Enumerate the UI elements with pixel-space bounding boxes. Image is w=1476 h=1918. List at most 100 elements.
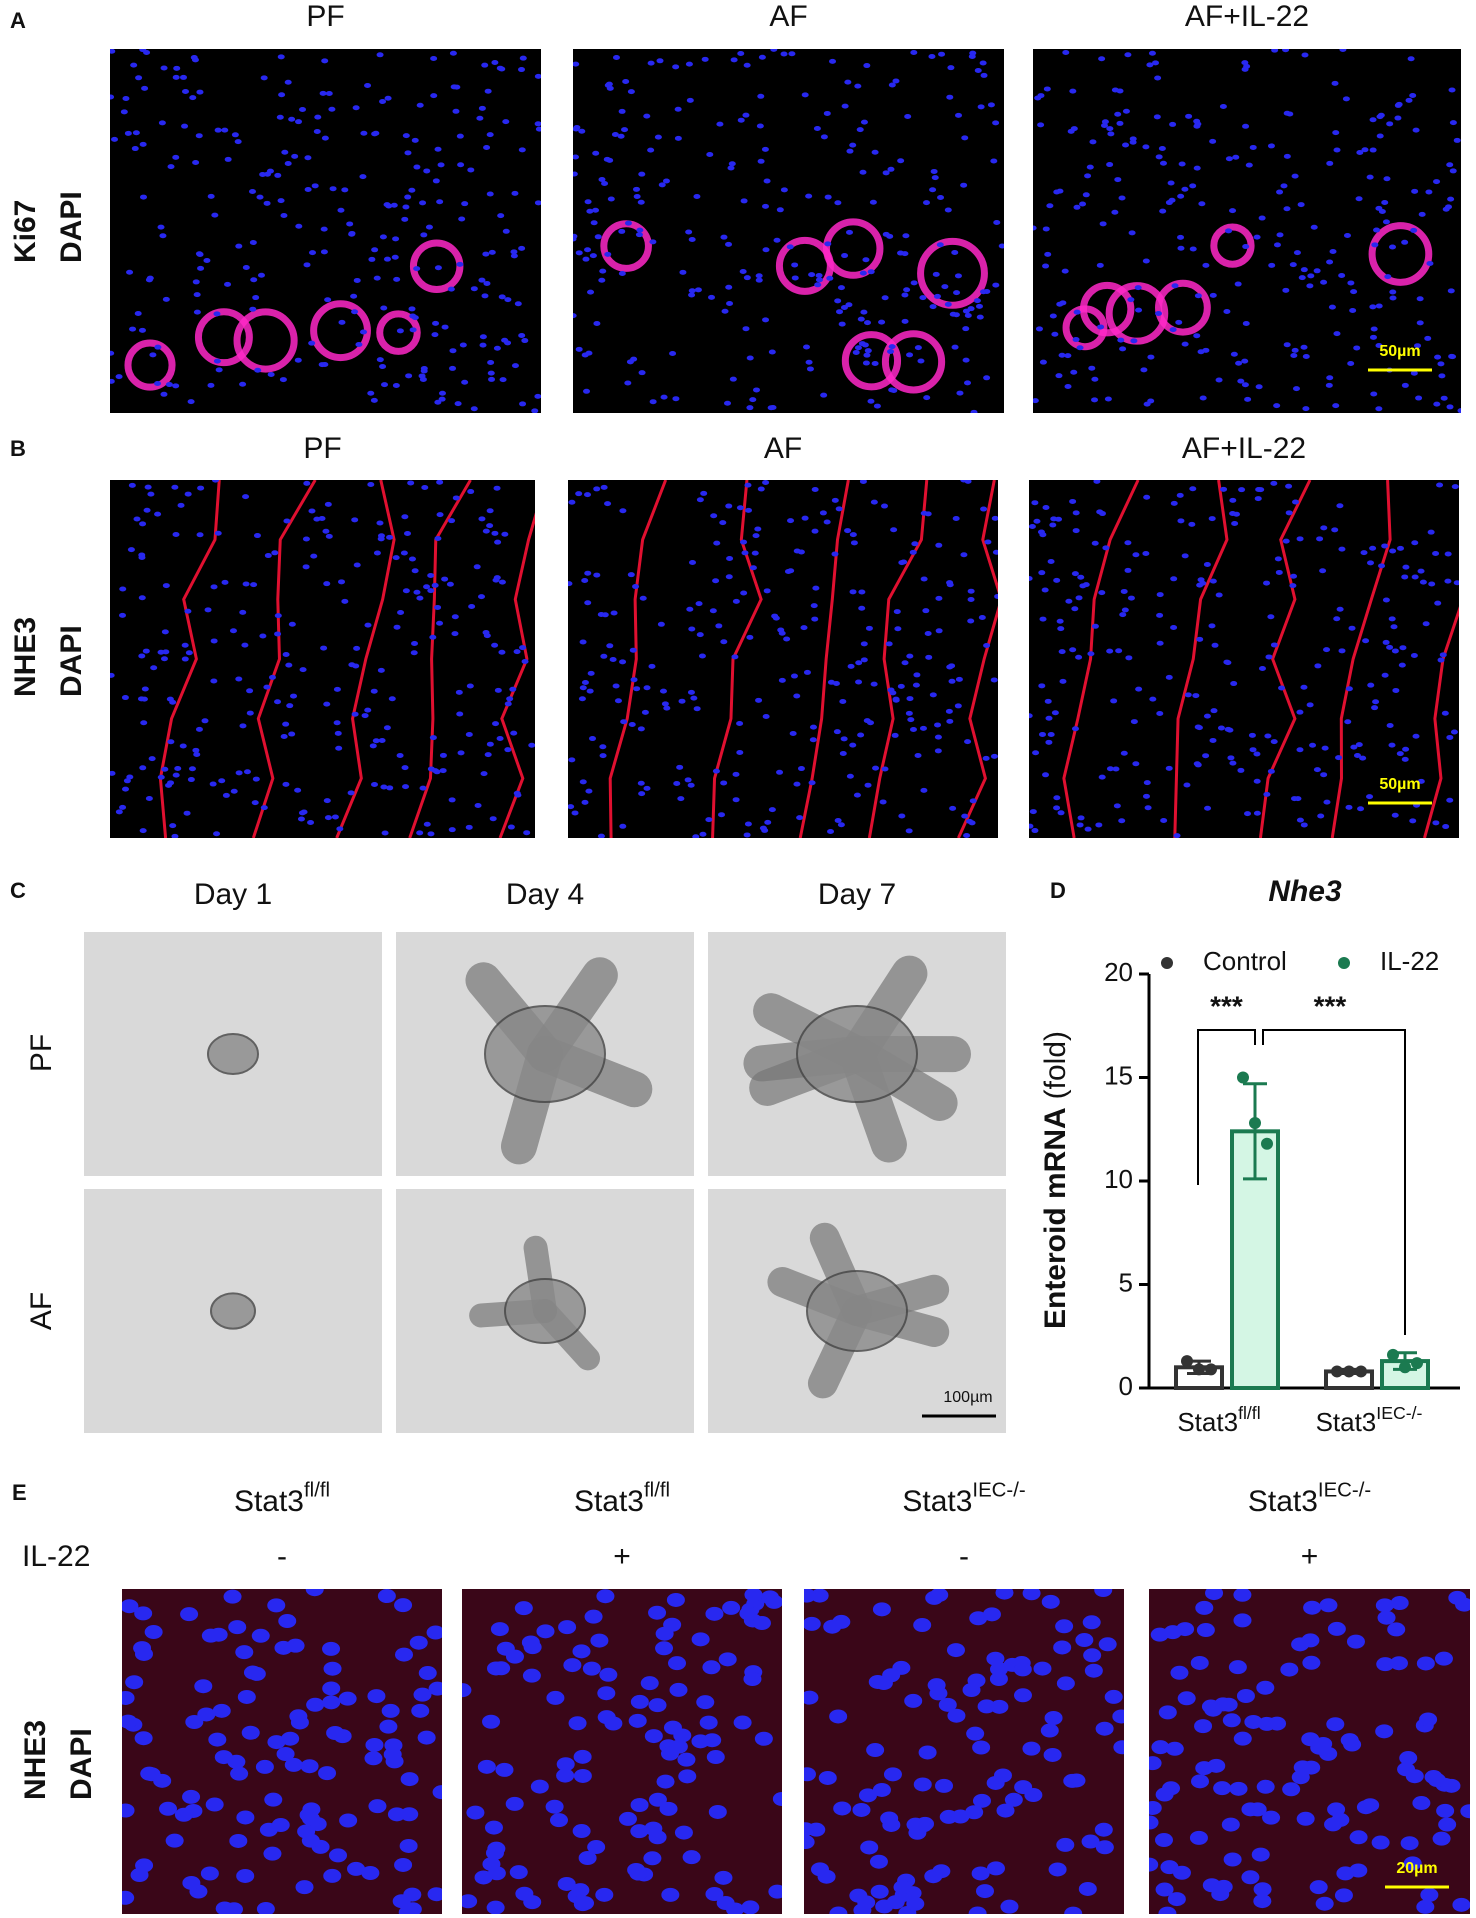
nucleus: [1417, 778, 1425, 784]
nucleus: [333, 686, 341, 692]
nucleus: [310, 553, 318, 559]
nucleus: [135, 1858, 154, 1873]
nucleus: [639, 595, 647, 601]
nucleus: [180, 1607, 199, 1622]
nucleus: [110, 49, 116, 54]
nucleus: [1401, 382, 1409, 388]
nucleus: [920, 510, 928, 516]
nucleus: [946, 664, 954, 670]
nucleus: [811, 487, 819, 493]
nucleus: [1192, 693, 1200, 699]
nucleus: [1051, 710, 1059, 716]
nucleus: [361, 713, 369, 719]
significance-bracket: [1197, 1029, 1256, 1185]
nucleus: [1101, 119, 1109, 125]
nucleus: [971, 1866, 990, 1881]
nucleus: [391, 254, 399, 260]
nucleus: [978, 614, 986, 620]
nucleus: [708, 1804, 727, 1819]
nucleus: [732, 598, 740, 604]
nucleus: [290, 693, 298, 699]
nucleus: [694, 287, 702, 293]
nucleus: [719, 520, 727, 526]
nucleus: [250, 277, 258, 283]
nucleus: [1388, 742, 1396, 748]
nucleus: [1097, 324, 1105, 330]
nucleus: [276, 114, 284, 120]
nucleus: [161, 766, 169, 772]
nucleus: [1189, 1830, 1208, 1845]
nucleus: [497, 213, 505, 219]
nucleus: [629, 647, 637, 653]
nucleus: [778, 677, 786, 683]
nucleus: [863, 718, 871, 724]
nucleus: [320, 226, 328, 232]
nucleus: [126, 269, 134, 275]
nucleus: [377, 667, 385, 673]
nucleus: [1053, 1640, 1072, 1655]
nucleus: [1256, 1779, 1275, 1794]
nucleus: [140, 696, 148, 702]
nucleus: [1072, 510, 1080, 516]
nucleus: [1309, 1880, 1328, 1895]
nucleus: [932, 271, 940, 277]
nucleus: [1283, 153, 1291, 159]
nucleus: [854, 83, 862, 89]
nucleus: [1414, 343, 1422, 349]
nucleus: [1098, 590, 1106, 596]
nucleus: [1391, 648, 1399, 654]
nucleus: [1215, 377, 1223, 383]
nucleus: [1075, 595, 1083, 601]
nucleus: [1099, 221, 1107, 227]
nucleus: [638, 370, 646, 376]
nucleus: [1320, 772, 1328, 778]
nucleus: [1083, 1648, 1102, 1663]
nucleus: [252, 776, 260, 782]
nucleus: [215, 367, 223, 373]
nucleus: [423, 584, 431, 590]
nucleus: [1142, 144, 1150, 150]
nucleus: [910, 280, 918, 286]
nucleus: [585, 788, 593, 794]
nucleus: [1242, 321, 1250, 327]
nucleus: [1416, 1899, 1435, 1914]
nucleus: [274, 613, 282, 619]
nucleus: [341, 187, 349, 193]
nucleus: [181, 656, 189, 662]
nucleus: [352, 105, 360, 111]
nucleus: [1069, 647, 1077, 653]
nucleus: [914, 752, 922, 758]
nucleus: [411, 568, 419, 574]
nucleus: [1118, 195, 1126, 201]
nucleus: [1076, 345, 1084, 351]
nucleus: [689, 560, 697, 566]
nucleus: [986, 1861, 1005, 1876]
nucleus: [1439, 652, 1447, 658]
nucleus: [407, 480, 415, 486]
nucleus: [449, 50, 457, 56]
nucleus: [606, 643, 614, 649]
nucleus: [1382, 639, 1390, 645]
nucleus: [669, 1739, 688, 1754]
nucleus: [140, 720, 148, 726]
nucleus: [268, 674, 276, 680]
nucleus: [397, 609, 405, 615]
nucleus: [187, 777, 195, 783]
nucleus: [141, 85, 149, 91]
nucleus: [1323, 647, 1331, 653]
nucleus: [514, 301, 522, 307]
nucleus: [1042, 226, 1050, 232]
nucleus: [610, 610, 618, 616]
nucleus: [456, 261, 464, 267]
nucleus: [757, 486, 765, 492]
nucleus: [224, 281, 232, 287]
nucleus: [888, 344, 896, 350]
nucleus: [1326, 1717, 1345, 1732]
nucleus: [1043, 86, 1051, 92]
nucleus: [986, 1651, 1005, 1666]
nucleus: [1167, 180, 1175, 186]
nucleus: [416, 595, 424, 601]
nucleus: [991, 515, 998, 521]
nucleus: [1058, 649, 1066, 655]
nucleus: [361, 1866, 380, 1881]
